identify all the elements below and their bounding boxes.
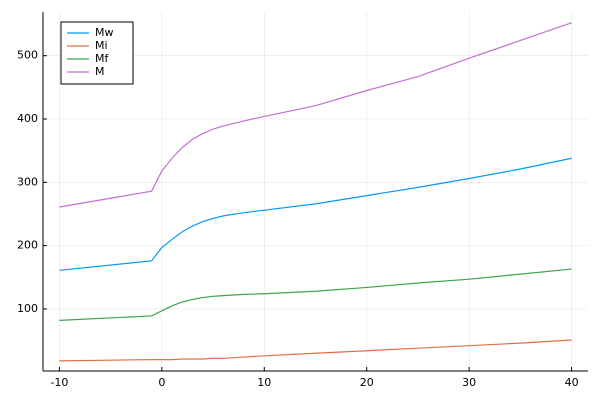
legend-label: M <box>95 65 105 78</box>
x-tick-label: -10 <box>50 376 68 389</box>
x-tick-label: 0 <box>158 376 165 389</box>
y-tick-label: 400 <box>17 112 38 125</box>
x-tick-label: 20 <box>360 376 374 389</box>
y-tick-label: 100 <box>17 302 38 315</box>
series-line <box>59 157 572 271</box>
legend-label: Mw <box>95 26 114 39</box>
y-tick-label: 200 <box>17 239 38 252</box>
x-tick-label: 40 <box>565 376 579 389</box>
series-line <box>59 22 572 208</box>
y-tick-label: 500 <box>17 49 38 62</box>
legend-label: Mf <box>95 52 109 65</box>
x-tick-label: 10 <box>257 376 271 389</box>
y-tick-label: 300 <box>17 175 38 188</box>
series-line <box>59 268 572 321</box>
legend-label: Mi <box>95 39 108 52</box>
series-line <box>59 339 572 362</box>
legend-box <box>60 21 134 85</box>
x-tick-label: 30 <box>462 376 476 389</box>
